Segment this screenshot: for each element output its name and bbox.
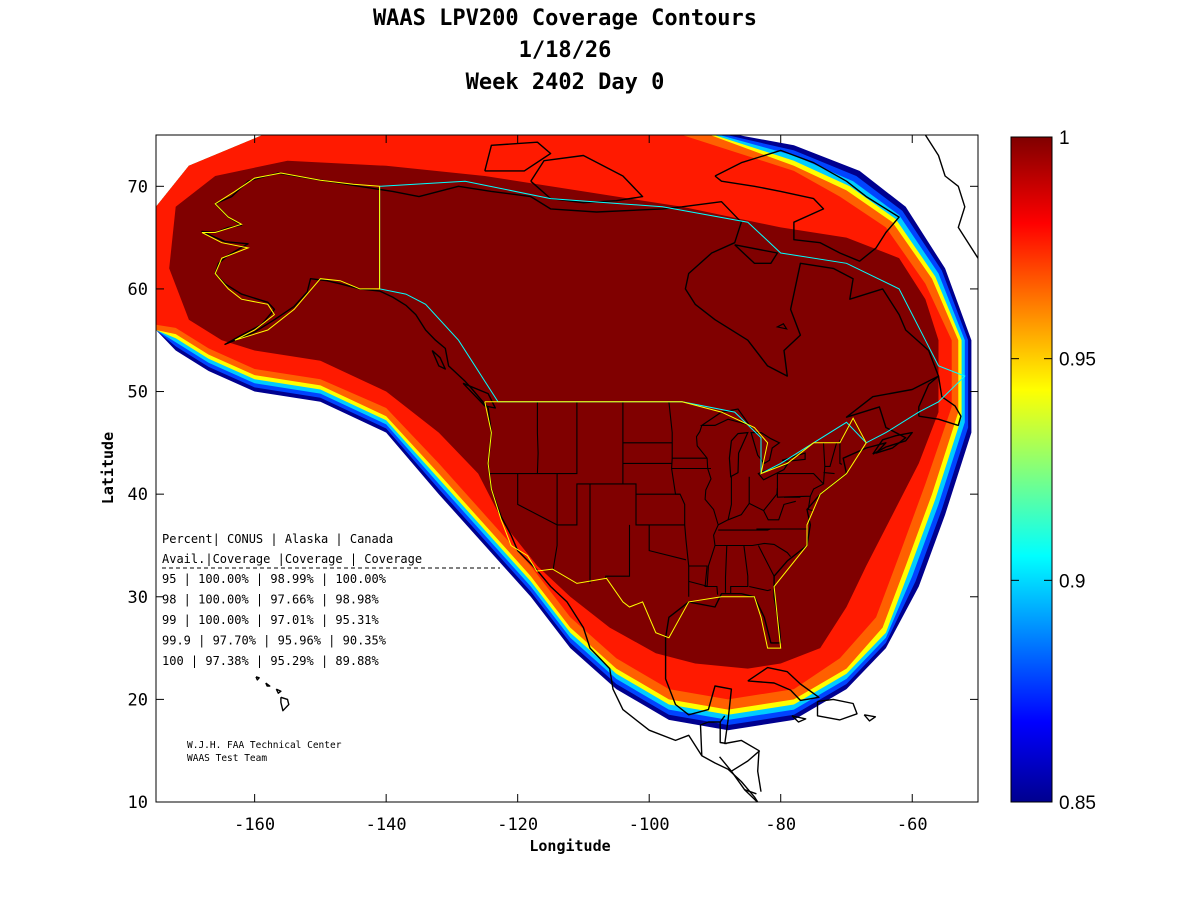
border-nicaragua	[730, 770, 757, 795]
table-row: 100 | 97.38% | 95.29% | 89.88%	[162, 654, 380, 668]
alaska-region-outline	[201, 172, 381, 341]
chart-date: 1/18/26	[518, 38, 612, 63]
state-border-24	[749, 585, 772, 592]
state-border-0	[489, 401, 539, 475]
great-lake-1	[728, 431, 749, 478]
state-border-9	[648, 524, 687, 561]
table-row: 98 | 100.00% | 97.66% | 98.98%	[162, 593, 380, 607]
y-axis-label: Latitude	[99, 432, 117, 504]
state-border-19	[776, 473, 825, 498]
coast-southampton	[734, 244, 779, 264]
credit-line-2: WAAS Test Team	[187, 753, 267, 764]
colorbar	[1010, 136, 1053, 803]
state-border-7	[635, 494, 685, 526]
state-border-31	[824, 442, 838, 467]
coast-haida-gwaii	[431, 349, 446, 370]
x-tick-label: -80	[765, 815, 796, 835]
x-tick-label: -140	[366, 815, 407, 835]
x-tick-label: -60	[897, 815, 928, 835]
coast-jamaica	[791, 715, 807, 723]
state-border-11	[517, 473, 558, 526]
table-header-row-2: Avail.|Coverage |Coverage | Coverage	[162, 552, 422, 566]
coast-victoria	[530, 154, 644, 204]
table-row: 95 | 100.00% | 98.99% | 100.00%	[162, 572, 387, 586]
credit-line-1: W.J.H. FAA Technical Center	[187, 740, 342, 751]
coast-baffin	[714, 149, 900, 262]
y-tick-label: 60	[128, 280, 148, 300]
state-border-2	[552, 401, 624, 570]
border-costa-rica	[744, 789, 759, 802]
state-border-23	[730, 545, 749, 594]
chart-week: Week 2402 Day 0	[465, 70, 665, 95]
coast-vancouver-island	[462, 382, 496, 409]
state-border-32	[839, 439, 843, 465]
colorbar-tick-label: 1	[1059, 128, 1070, 149]
state-border-1	[537, 401, 578, 475]
y-tick-label: 10	[128, 793, 148, 813]
coast-puerto-rico	[863, 714, 877, 722]
state-border-27	[688, 580, 709, 588]
border-guatemala	[719, 722, 727, 745]
conus-region-outline	[484, 401, 867, 649]
table-row: 99.9 | 97.70% | 95.96% | 90.35%	[162, 634, 387, 648]
coast-svalbard-like	[899, 63, 912, 104]
state-border-28	[763, 500, 796, 521]
coast-hawaii-oahu	[265, 682, 271, 687]
colorbar-tick-label: 0.85	[1059, 793, 1096, 814]
state-border-17	[727, 476, 750, 521]
border-mexico-south	[699, 715, 726, 756]
coast-gulf-atlantic	[201, 172, 940, 792]
colorbar-tick-label: 0.9	[1059, 571, 1085, 592]
state-border-33	[823, 472, 835, 475]
x-tick-label: -120	[497, 815, 538, 835]
coast-hawaii-big	[280, 696, 290, 712]
y-tick-label: 40	[128, 485, 148, 505]
contour-band-6	[169, 160, 939, 669]
state-border-34	[807, 496, 814, 512]
canada-region-outline	[379, 180, 966, 475]
coast-hispaniola	[816, 698, 858, 721]
state-border-16	[717, 476, 732, 526]
table-header-row-1: Percent| CONUS | Alaska | Canada	[162, 532, 393, 546]
x-tick-label: -160	[234, 815, 275, 835]
state-border-26	[688, 565, 719, 595]
state-border-6	[622, 483, 681, 495]
coast-hawaii-maui	[275, 688, 282, 694]
coast-hawaii-kauai	[255, 676, 260, 681]
border-panama	[762, 806, 763, 820]
coast-banks	[484, 141, 552, 172]
great-lake-2	[750, 432, 781, 465]
coast-newfoundland	[918, 375, 962, 427]
colorbar-tick-label: 0.95	[1059, 350, 1096, 371]
x-axis-label: Longitude	[529, 837, 610, 855]
state-border-22	[724, 545, 728, 593]
y-tick-label: 20	[128, 690, 148, 710]
hudson-island-0	[775, 323, 788, 330]
x-tick-label: -100	[629, 815, 670, 835]
state-border-8	[605, 524, 631, 579]
border-honduras	[719, 750, 761, 772]
coast-cuba	[747, 666, 820, 702]
state-border-25	[757, 545, 776, 578]
coast-nova-scotia	[872, 431, 913, 455]
coast-greenland	[923, 135, 978, 260]
axes: -160 -140 -120 -100 -80 -60 10 20 30 40 50 60 70	[128, 135, 978, 835]
y-tick-label: 70	[128, 177, 148, 197]
map-plot-area	[156, 63, 978, 820]
state-border-21	[715, 542, 792, 558]
y-tick-label: 30	[128, 588, 148, 608]
table-row: 99 | 100.00% | 97.01% | 95.31%	[162, 613, 380, 627]
state-border-15	[695, 425, 719, 587]
chart-title: WAAS LPV200 Coverage Contours	[372, 6, 758, 31]
colorbar-ticks: 0.85 0.9 0.95 1	[1011, 128, 1096, 814]
state-border-18	[748, 473, 778, 512]
plot-frame	[155, 134, 979, 803]
y-tick-label: 50	[128, 383, 148, 403]
coverage-table: Percent| CONUS | Alaska | Canada Avail.|…	[162, 532, 500, 668]
